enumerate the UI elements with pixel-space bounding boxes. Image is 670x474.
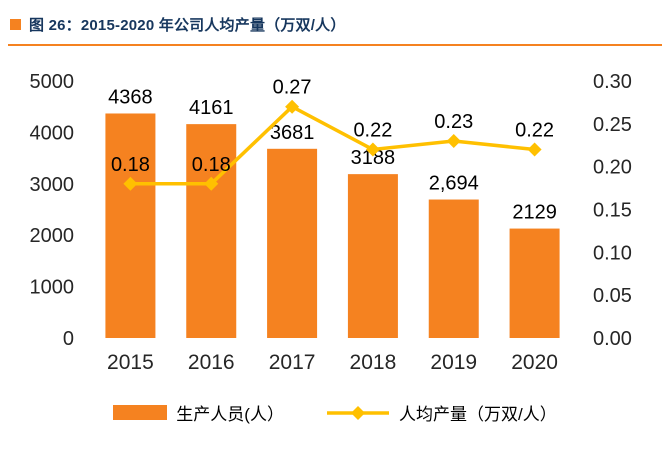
svg-text:2015: 2015 — [107, 351, 154, 374]
figure-header: 图 26：2015-2020 年公司人均产量（万双/人） — [0, 0, 670, 46]
svg-text:0.22: 0.22 — [353, 120, 392, 142]
svg-text:0.18: 0.18 — [111, 154, 150, 176]
bar-series-label: 生产人员(人） — [176, 405, 284, 424]
svg-text:2000: 2000 — [30, 225, 75, 247]
svg-text:3000: 3000 — [30, 174, 75, 196]
svg-text:0.15: 0.15 — [593, 200, 632, 222]
figure-title-row: 图 26：2015-2020 年公司人均产量（万双/人） — [8, 12, 662, 46]
svg-text:2020: 2020 — [511, 351, 558, 374]
svg-text:0.20: 0.20 — [593, 157, 632, 179]
svg-text:4368: 4368 — [108, 86, 153, 108]
svg-text:0.27: 0.27 — [273, 77, 312, 99]
legend-item-bar-series: 生产人员(人） — [113, 400, 284, 425]
svg-text:0.00: 0.00 — [593, 328, 632, 350]
svg-text:3188: 3188 — [351, 147, 396, 169]
svg-text:4161: 4161 — [189, 97, 234, 119]
svg-text:2018: 2018 — [350, 351, 397, 374]
line-series-swatch-icon — [326, 405, 389, 420]
figure-title: 图 26：2015-2020 年公司人均产量（万双/人） — [29, 17, 346, 34]
svg-text:0.18: 0.18 — [192, 154, 231, 176]
svg-text:0.23: 0.23 — [434, 111, 473, 133]
svg-text:0.25: 0.25 — [593, 114, 632, 136]
svg-text:3681: 3681 — [270, 122, 315, 144]
svg-text:2016: 2016 — [188, 351, 235, 374]
svg-text:2129: 2129 — [512, 202, 557, 224]
svg-text:2017: 2017 — [269, 351, 316, 374]
chart-legend: 生产人员(人） 人均产量（万双/人） — [0, 400, 670, 425]
svg-text:0.22: 0.22 — [515, 120, 554, 142]
svg-text:1000: 1000 — [30, 277, 75, 299]
svg-text:2019: 2019 — [430, 351, 477, 374]
svg-text:2,694: 2,694 — [429, 173, 479, 195]
svg-text:0: 0 — [63, 328, 74, 350]
line-series-label: 人均产量（万双/人） — [398, 405, 557, 424]
bar-line-chart: 0 1000 2000 3000 4000 5000 0.00 0.05 0.10 0.15 0.2… — [30, 71, 632, 374]
svg-text:4000: 4000 — [30, 122, 75, 144]
svg-text:5000: 5000 — [30, 71, 75, 93]
bar-series-swatch-icon — [113, 405, 168, 420]
svg-text:0.30: 0.30 — [593, 71, 632, 93]
title-bullet-square-icon — [10, 19, 21, 30]
svg-text:0.05: 0.05 — [593, 285, 632, 307]
legend-item-line-series: 人均产量（万双/人） — [326, 400, 557, 425]
svg-text:0.10: 0.10 — [593, 242, 632, 264]
